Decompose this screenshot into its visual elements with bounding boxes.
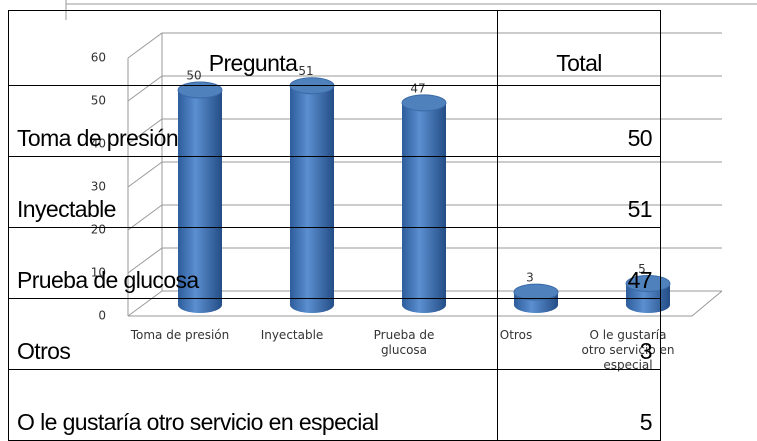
cell: Toma de presión	[8, 85, 498, 157]
cell: 3	[497, 298, 661, 370]
cell: 47	[497, 227, 661, 299]
table: Pregunta Total Toma de presión 50 Inyectab…	[8, 10, 661, 441]
cell: O le gustaría otro servicio en especial	[8, 369, 498, 441]
cell: Prueba de glucosa	[8, 227, 498, 299]
row: O le gustaría otro servicio en especial 5	[8, 369, 661, 441]
header-cell: Pregunta	[8, 10, 498, 86]
page: 0 10 20 30 40 50 60 50 51 47 3 5 Toma de presión Iny…	[8, 0, 757, 441]
cell: Inyectable	[8, 156, 498, 228]
header-cell: Total	[497, 10, 661, 86]
cell: 51	[497, 156, 661, 228]
cell: 50	[497, 85, 661, 157]
row: Toma de presión 50	[8, 85, 661, 157]
header-row: Pregunta Total	[8, 10, 661, 86]
cell: 5	[497, 369, 661, 441]
row: Prueba de glucosa 47	[8, 227, 661, 299]
row: Otros 3	[8, 298, 661, 370]
cell: Otros	[8, 298, 498, 370]
row: Inyectable 51	[8, 156, 661, 228]
